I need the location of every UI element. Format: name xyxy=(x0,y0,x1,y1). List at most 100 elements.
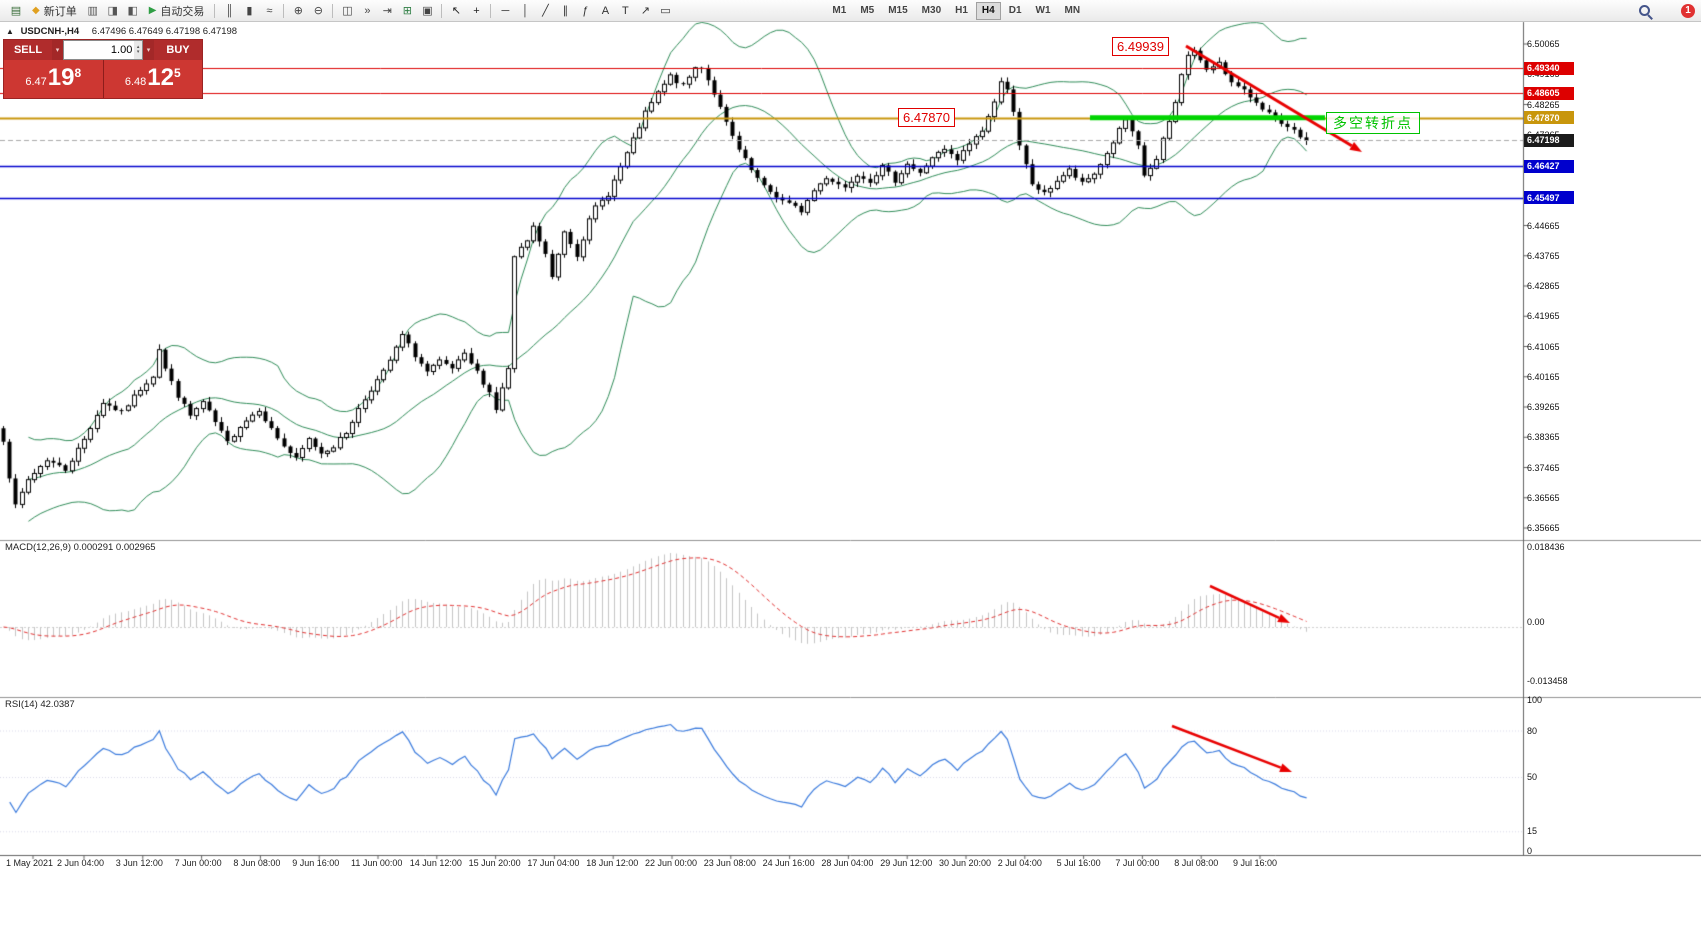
auto-trading-button[interactable]: ▶ 自动交易 xyxy=(143,2,211,20)
time-axis-label: 7 Jun 00:00 xyxy=(174,858,222,868)
timeframe-m15[interactable]: M15 xyxy=(888,4,908,16)
zoom-out-icon[interactable]: ⊖ xyxy=(313,5,324,17)
candlestick-chart-icon[interactable]: ▮ xyxy=(246,5,253,17)
price-axis-label: 6.35665 xyxy=(1527,523,1560,533)
line-chart-icon[interactable]: ≈ xyxy=(266,4,273,17)
rsi-axis-label: 0 xyxy=(1527,846,1533,856)
time-axis-label: 5 Jul 16:00 xyxy=(1056,858,1101,868)
time-axis-label: 14 Jun 12:00 xyxy=(409,858,462,868)
toolbar-separator xyxy=(332,3,334,18)
profiles-icon[interactable]: ▥ xyxy=(87,5,98,17)
search-icon[interactable] xyxy=(1637,3,1653,20)
time-axis-label: 23 Jun 08:00 xyxy=(703,858,756,868)
time-axis-label: 17 Jun 04:00 xyxy=(527,858,580,868)
new-order-button-label: 新订单 xyxy=(43,5,77,18)
time-axis-label: 29 Jun 12:00 xyxy=(880,858,933,868)
bar-chart-icon[interactable]: ║ xyxy=(225,4,234,17)
price-axis-tag[interactable]: 6.46427 xyxy=(1524,159,1574,173)
navigator-icon[interactable]: ◧ xyxy=(127,5,138,17)
timeframe-m5[interactable]: M5 xyxy=(860,4,875,16)
timeframe-h4[interactable]: H4 xyxy=(975,1,1001,20)
price-axis-label: 6.42865 xyxy=(1527,281,1560,291)
time-axis-label: 18 Jun 12:00 xyxy=(586,858,639,868)
toolbar: ▤ ◆ 新订单 ▥ ◨ ◧ ▶ 自动交易 ║ ▮ ≈ ⊕ ⊖ ◫» ⇥ ⊞ ▣ ↖ + ─ │ ╱ ∥ ƒ A T ↗ ▭ M1 M5 M1… xyxy=(0,0,1701,22)
auto-trading-button-label: 自动交易 xyxy=(160,5,205,18)
price-axis-tag[interactable]: 6.47870 xyxy=(1524,111,1574,125)
label-tool-icon[interactable]: T xyxy=(622,4,629,17)
rsi-axis-label: 15 xyxy=(1527,826,1538,836)
timeframe-d1[interactable]: D1 xyxy=(1008,4,1022,16)
timeframe-mn[interactable]: MN xyxy=(1064,4,1081,16)
timeframe-toolbar: M1 M5 M15 M30 H1 H4 D1 W1 MN xyxy=(825,1,1087,20)
timeframe-m1[interactable]: M1 xyxy=(832,4,847,16)
peak-price-annotation[interactable]: 6.49939 xyxy=(1112,37,1169,56)
rsi-axis-label: 50 xyxy=(1527,772,1538,782)
crosshair-icon[interactable]: + xyxy=(473,4,480,17)
buy-price[interactable]: 6.48 12 5 xyxy=(102,60,203,98)
auto-scroll-icon[interactable]: » xyxy=(364,4,371,17)
search-icon-handle xyxy=(1647,13,1653,20)
sell-button[interactable]: SELL xyxy=(4,40,52,60)
arrows-tool-icon[interactable]: ↗ xyxy=(640,5,651,17)
fibonacci-icon[interactable]: ƒ xyxy=(582,4,589,17)
shapes-tool-icon[interactable]: ▭ xyxy=(660,5,671,17)
time-axis-label: 2 Jul 04:00 xyxy=(997,858,1042,868)
templates-icon[interactable]: ▣ xyxy=(422,5,433,17)
chart-shift-icon[interactable]: ⇥ xyxy=(382,5,393,17)
price-axis-label: 6.48265 xyxy=(1527,99,1560,110)
new-order-icon: ◆ xyxy=(32,5,40,16)
toolbar-right: 1 xyxy=(1637,3,1695,20)
rsi-axis-label: 80 xyxy=(1527,726,1538,736)
search-icon-glass xyxy=(1639,4,1650,16)
vertical-line-icon[interactable]: │ xyxy=(521,4,529,17)
price-axis-label: 6.44665 xyxy=(1527,220,1560,231)
auto-trading-play-icon: ▶ xyxy=(148,5,157,16)
macd-axis-label: 0.00 xyxy=(1527,617,1545,627)
notification-badge[interactable]: 1 xyxy=(1681,3,1695,18)
chart-ohlc-values: 6.47496 6.47649 6.47198 6.47198 xyxy=(91,26,238,37)
time-axis-label: 22 Jun 00:00 xyxy=(645,858,698,868)
price-axis-tag[interactable]: 6.47198 xyxy=(1524,133,1574,147)
price-axis-label: 6.36565 xyxy=(1527,492,1560,503)
new-order-button[interactable]: ◆ 新订单 xyxy=(26,2,83,20)
sell-price-big: 19 xyxy=(47,64,75,91)
price-axis-label: 6.41065 xyxy=(1527,341,1560,352)
horizontal-line-icon[interactable]: ─ xyxy=(501,4,510,17)
one-click-collapse-icon[interactable]: ▲ xyxy=(6,27,14,36)
one-click-prices: 6.47 19 8 6.48 12 5 xyxy=(4,60,202,98)
price-axis-tag[interactable]: 6.48605 xyxy=(1524,86,1574,100)
buy-price-sup: 5 xyxy=(173,66,181,80)
time-axis-label: 8 Jul 08:00 xyxy=(1174,858,1219,868)
timeframe-w1[interactable]: W1 xyxy=(1035,4,1051,16)
time-axis-label: 9 Jun 16:00 xyxy=(292,858,340,868)
sell-dropdown-icon[interactable]: ▾ xyxy=(52,40,63,60)
zoom-in-icon[interactable]: ⊕ xyxy=(293,5,304,17)
level-price-annotation[interactable]: 6.47870 xyxy=(898,108,955,127)
market-watch-icon[interactable]: ◨ xyxy=(107,5,118,17)
turning-point-annotation[interactable]: 多空转折点 xyxy=(1326,112,1420,134)
one-click-controls: SELL ▾ ▴▾ ▾ BUY xyxy=(4,40,202,60)
indicators-icon[interactable]: ⊞ xyxy=(402,5,413,17)
volume-input[interactable] xyxy=(64,41,135,59)
price-axis-tag[interactable]: 6.45497 xyxy=(1524,191,1574,205)
new-chart-icon[interactable]: ▤ xyxy=(10,5,22,17)
buy-button[interactable]: BUY xyxy=(154,40,202,60)
timeframe-m30[interactable]: M30 xyxy=(921,4,942,16)
cursor-icon[interactable]: ↖ xyxy=(451,5,462,17)
price-axis-label: 6.38365 xyxy=(1527,432,1560,443)
buy-price-big: 12 xyxy=(147,64,174,91)
volume-spinner[interactable]: ▴ ▾ xyxy=(134,41,142,59)
text-tool-icon[interactable]: A xyxy=(601,4,610,17)
price-axis-tag[interactable]: 6.49340 xyxy=(1524,61,1574,75)
price-axis-label: 6.40165 xyxy=(1527,371,1560,382)
trendline-icon[interactable]: ╱ xyxy=(542,5,549,17)
sell-price[interactable]: 6.47 19 8 xyxy=(4,60,103,98)
timeframe-h1[interactable]: H1 xyxy=(955,4,968,16)
time-axis-label: 30 Jun 20:00 xyxy=(939,858,992,868)
tile-windows-icon[interactable]: ◫ xyxy=(342,5,353,17)
toolbar-items: ▤ ◆ 新订单 ▥ ◨ ◧ ▶ 自动交易 ║ ▮ ≈ ⊕ ⊖ ◫» ⇥ ⊞ ▣ ↖ + ─ │ ╱ ∥ ƒ A T ↗ ▭ M1 M5 M1… xyxy=(6,1,1637,20)
buy-price-prefix: 6.48 xyxy=(124,76,147,88)
buy-dropdown-icon[interactable]: ▾ xyxy=(143,40,154,60)
channel-icon[interactable]: ∥ xyxy=(562,5,569,17)
